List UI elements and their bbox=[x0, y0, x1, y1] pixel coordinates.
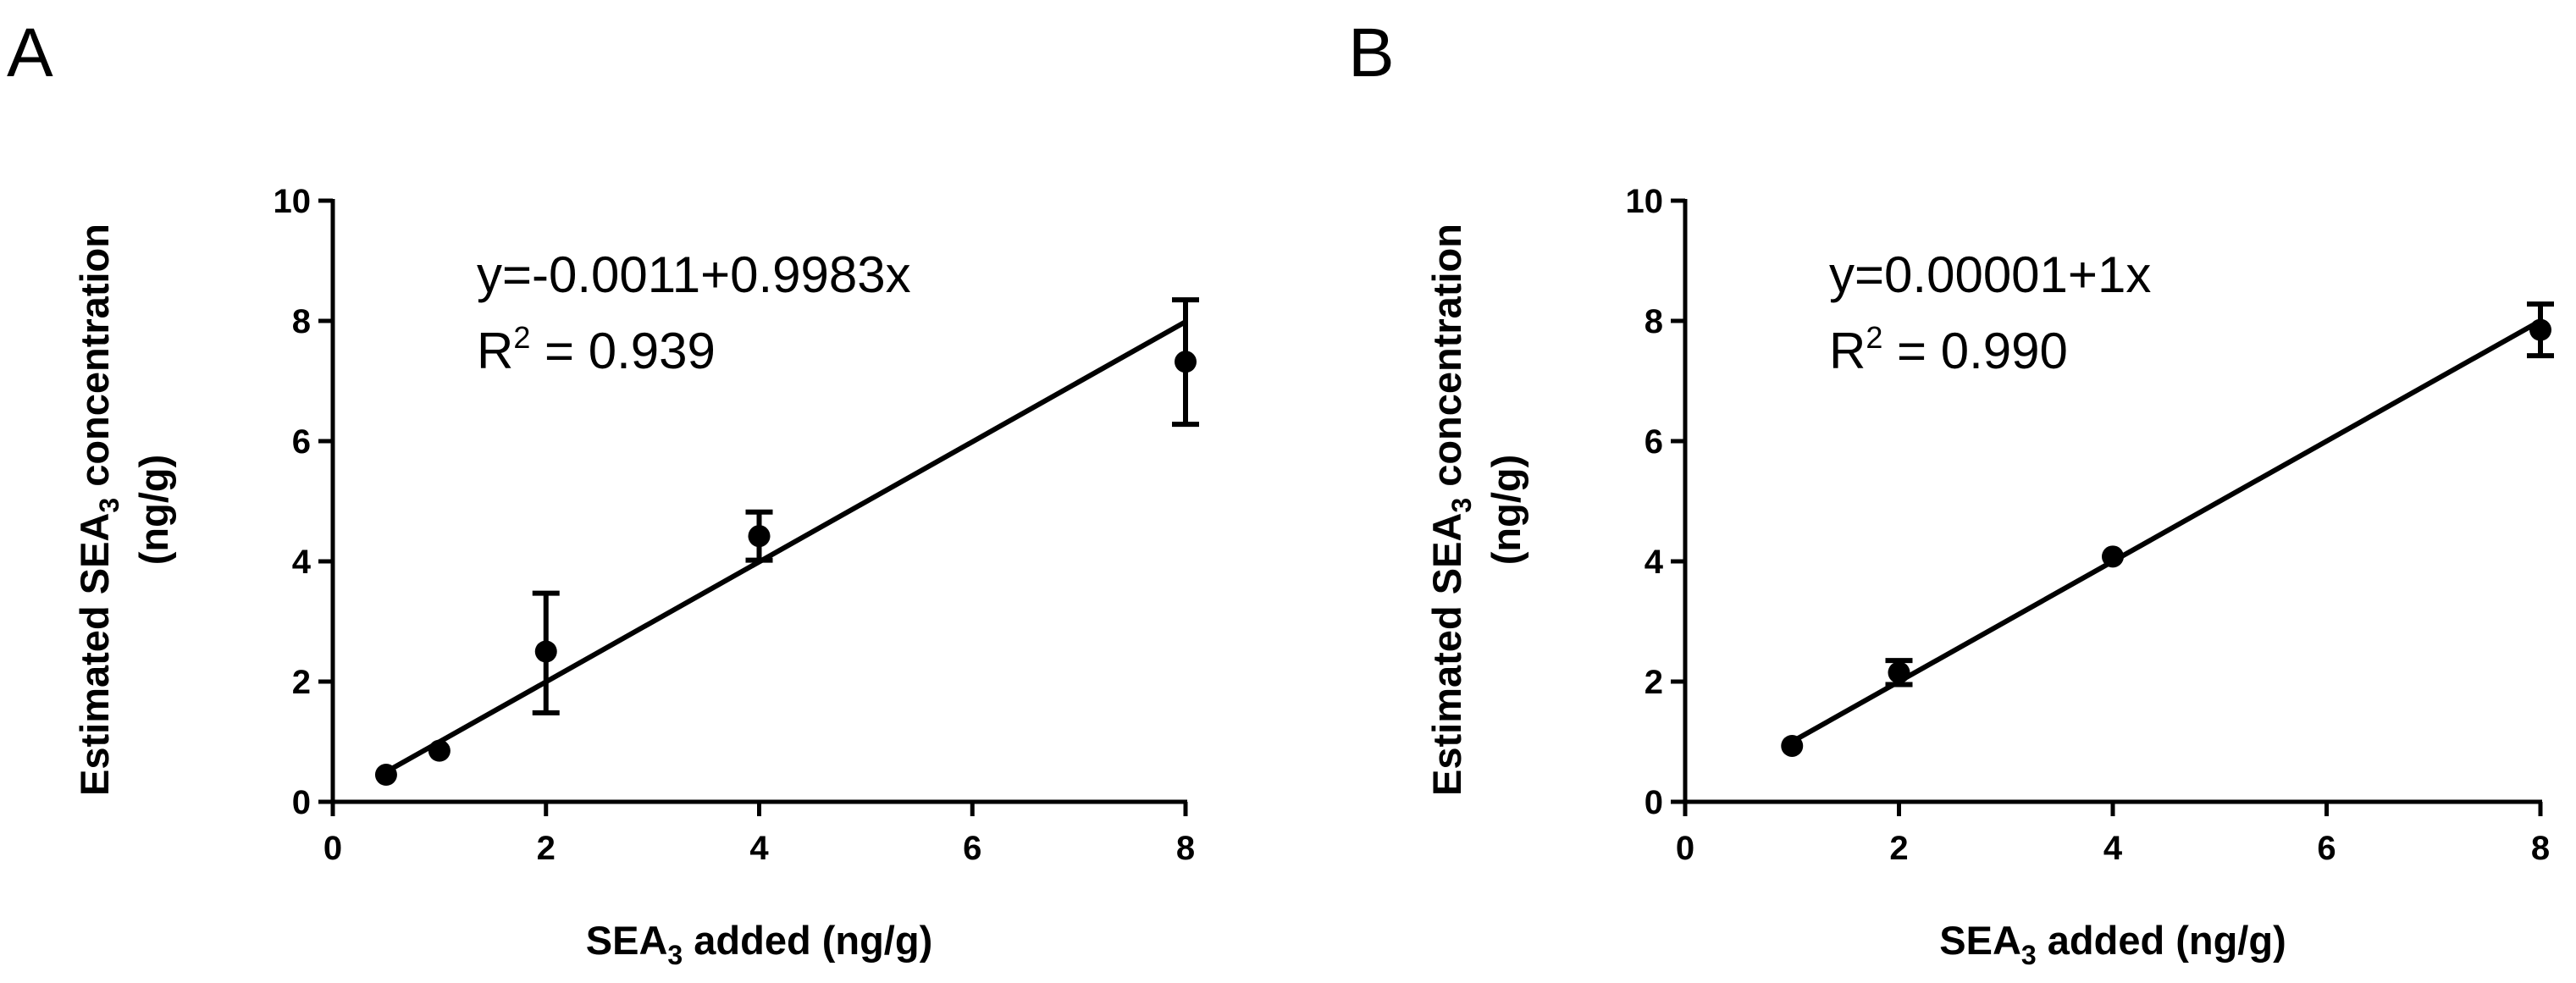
x-tick-label: 8 bbox=[2531, 830, 2550, 867]
fit-equation: y=0.00001+1x bbox=[1829, 246, 2151, 303]
y-tick-label: 2 bbox=[292, 664, 311, 701]
x-tick-label: 8 bbox=[1176, 830, 1195, 867]
x-axis-label-post: added (ng/g) bbox=[2037, 918, 2286, 963]
data-point bbox=[1175, 351, 1197, 373]
x-axis-label: SEA3 added (ng/g) bbox=[1939, 918, 2286, 970]
data-point bbox=[534, 640, 557, 663]
r-squared: R2 = 0.990 bbox=[1829, 320, 2068, 379]
fit-line bbox=[1790, 318, 2542, 744]
y-axis-label-units: (ng/g) bbox=[131, 455, 176, 566]
x-tick-label: 4 bbox=[2103, 830, 2123, 867]
y-tick-label: 0 bbox=[292, 784, 311, 821]
x-axis-label-post: added (ng/g) bbox=[683, 918, 932, 963]
y-axis-label-post: concentration bbox=[1424, 224, 1469, 498]
panel-label: B bbox=[1348, 14, 1395, 91]
y-tick-label: 8 bbox=[292, 303, 311, 340]
y-tick-label: 10 bbox=[274, 183, 312, 220]
x-axis-label-pre: SEA bbox=[586, 918, 668, 963]
r-squared-sup: 2 bbox=[1866, 320, 1882, 355]
r-squared-value: = 0.990 bbox=[1882, 323, 2068, 379]
r-squared-sup: 2 bbox=[513, 320, 530, 355]
data-point bbox=[1781, 734, 1804, 757]
x-tick-label: 2 bbox=[537, 830, 556, 867]
x-tick-label: 4 bbox=[749, 830, 769, 867]
y-tick-label: 0 bbox=[1645, 784, 1663, 821]
y-tick-label: 4 bbox=[1645, 544, 1664, 581]
x-tick-label: 6 bbox=[963, 830, 981, 867]
x-axis-label-sub: 3 bbox=[667, 940, 683, 970]
x-tick-label: 2 bbox=[1889, 830, 1908, 867]
r-squared-value: = 0.939 bbox=[530, 323, 716, 379]
x-tick-label: 6 bbox=[2317, 830, 2336, 867]
data-point bbox=[374, 764, 397, 787]
r-squared-base: R bbox=[1829, 323, 1866, 379]
y-tick-label: 2 bbox=[1645, 664, 1663, 701]
y-axis-label-post: concentration bbox=[72, 224, 117, 498]
x-axis-label-pre: SEA bbox=[1939, 918, 2021, 963]
x-axis-label: SEA3 added (ng/g) bbox=[586, 918, 932, 970]
y-axis-label: Estimated SEA3 concentration bbox=[72, 224, 124, 796]
data-point bbox=[1888, 661, 1910, 684]
y-axis-label-sub: 3 bbox=[94, 498, 124, 513]
data-point bbox=[2529, 318, 2551, 341]
x-tick-label: 0 bbox=[323, 830, 342, 867]
y-axis-label-units: (ng/g) bbox=[1484, 455, 1528, 566]
r-squared-base: R bbox=[477, 323, 513, 379]
fit-line bbox=[384, 319, 1187, 775]
data-point bbox=[428, 739, 451, 762]
y-tick-label: 10 bbox=[1626, 183, 1664, 220]
y-axis-label-pre: Estimated SEA bbox=[72, 513, 117, 796]
y-axis-label-sub: 3 bbox=[1446, 498, 1477, 513]
y-axis-label-pre: Estimated SEA bbox=[1424, 513, 1469, 796]
y-tick-label: 6 bbox=[1645, 423, 1663, 461]
data-point bbox=[2102, 545, 2124, 568]
y-tick-label: 8 bbox=[1645, 303, 1663, 340]
y-axis-label: Estimated SEA3 concentration bbox=[1424, 224, 1477, 796]
fit-equation: y=-0.0011+0.9983x bbox=[477, 246, 911, 303]
x-tick-label: 0 bbox=[1676, 830, 1694, 867]
panel-label: A bbox=[7, 14, 53, 91]
y-tick-label: 6 bbox=[292, 423, 311, 461]
x-axis-label-sub: 3 bbox=[2021, 940, 2037, 970]
y-tick-label: 4 bbox=[292, 544, 312, 581]
data-point bbox=[748, 525, 771, 548]
r-squared: R2 = 0.939 bbox=[477, 320, 716, 379]
